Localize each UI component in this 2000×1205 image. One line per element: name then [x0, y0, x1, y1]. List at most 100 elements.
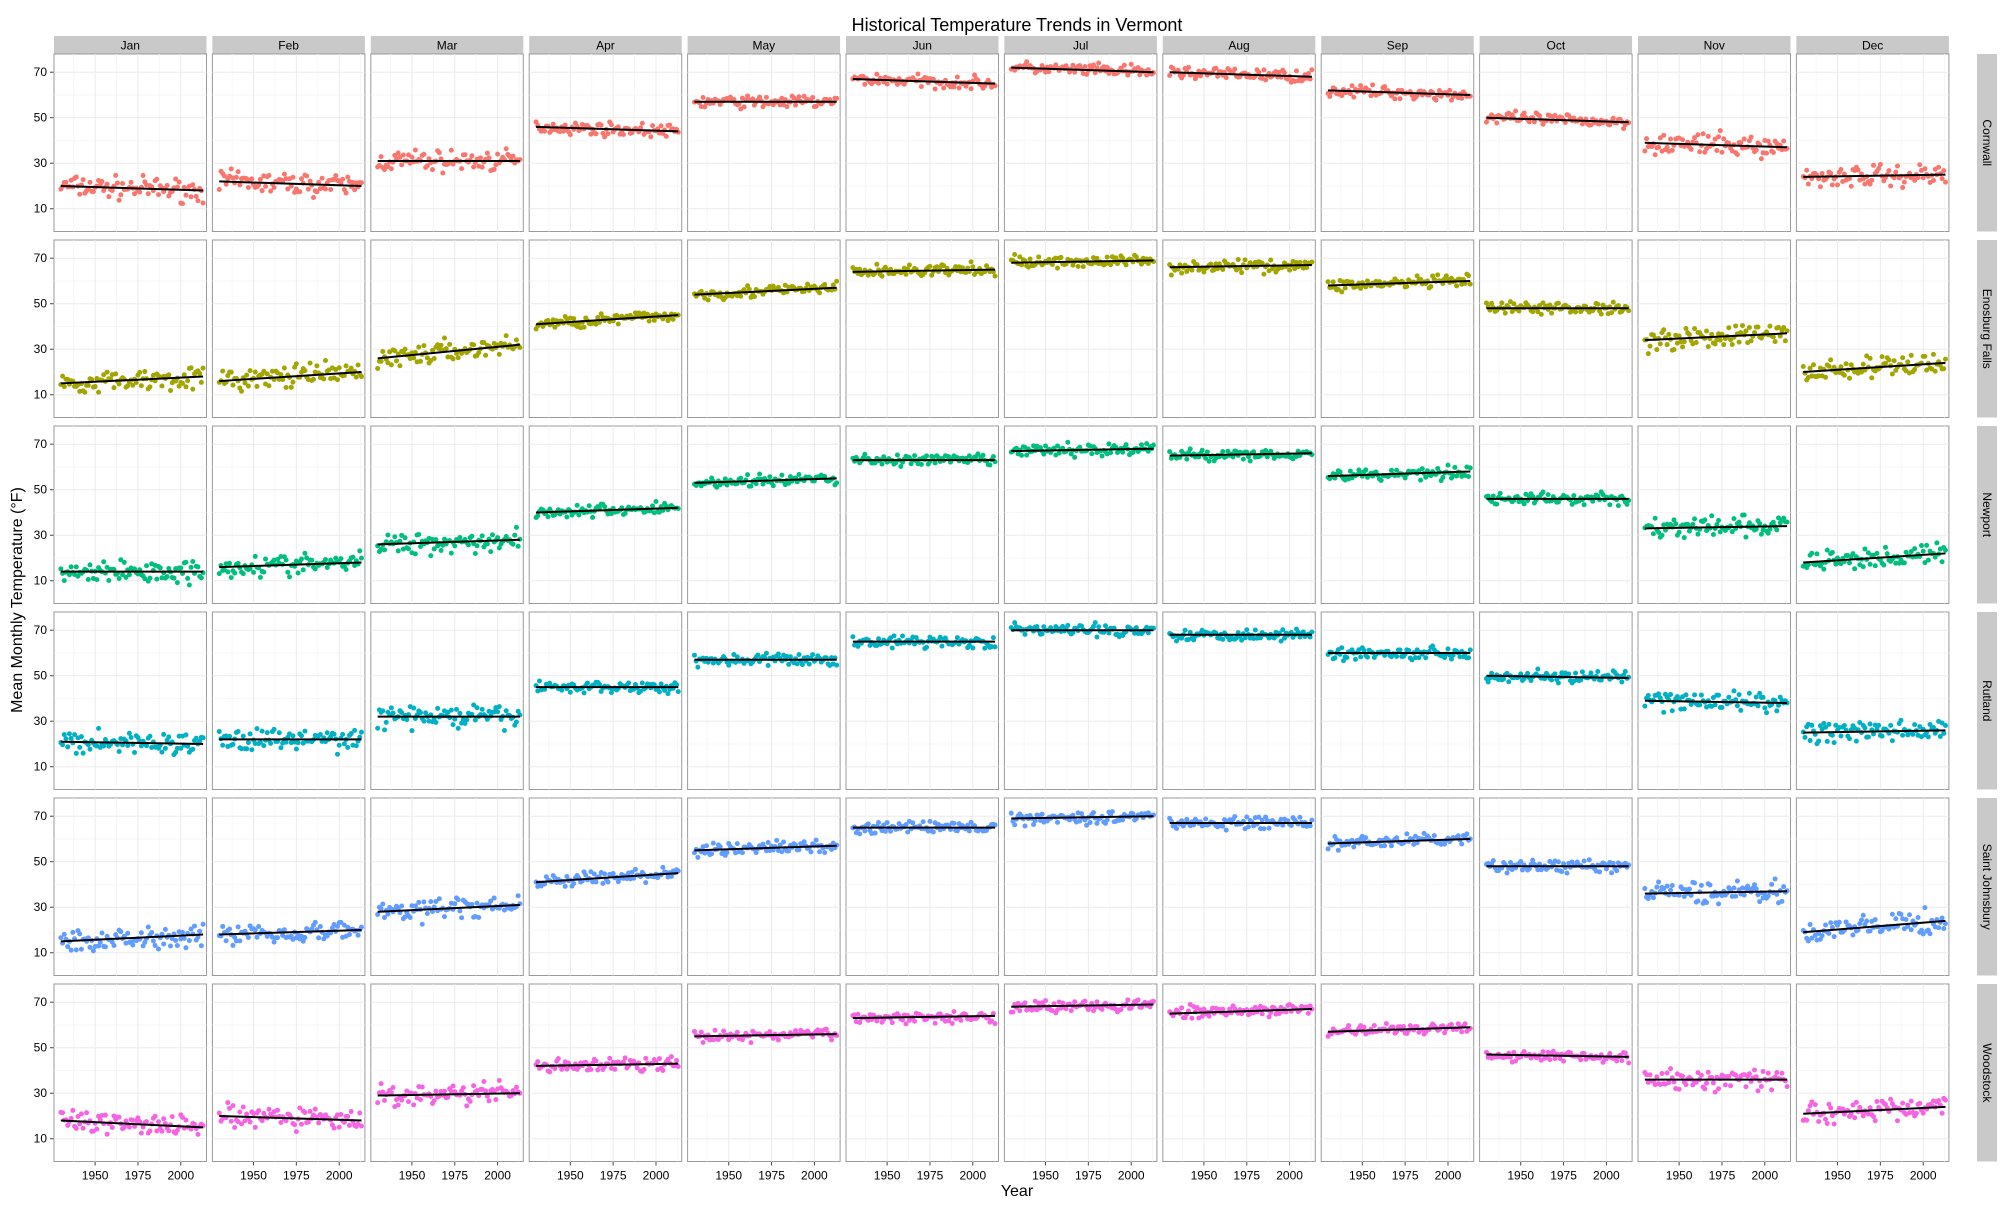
facet-panel — [1638, 240, 1791, 418]
data-point — [1771, 150, 1776, 155]
y-tick-label: 50 — [34, 669, 48, 683]
y-tick-label: 10 — [34, 946, 48, 960]
data-point — [389, 166, 394, 171]
month-strip-label: Nov — [1704, 39, 1725, 53]
data-point — [1089, 451, 1094, 456]
data-point — [217, 187, 222, 192]
data-point — [449, 551, 454, 556]
data-point — [1682, 535, 1687, 540]
data-point — [111, 943, 116, 948]
data-point — [571, 316, 576, 321]
data-point — [77, 931, 82, 936]
data-point — [165, 183, 170, 188]
data-point — [1309, 260, 1314, 265]
facet-panel — [846, 426, 999, 604]
data-point — [1332, 655, 1337, 660]
data-point — [1124, 442, 1129, 447]
data-point — [147, 734, 152, 739]
data-point — [1491, 494, 1496, 499]
data-point — [1611, 300, 1616, 305]
data-point — [74, 947, 79, 952]
data-point — [879, 462, 884, 467]
data-point — [599, 123, 604, 128]
data-point — [1719, 705, 1724, 710]
data-point — [1773, 339, 1778, 344]
data-point — [742, 104, 747, 109]
data-point — [1599, 312, 1604, 317]
data-point — [1737, 520, 1742, 525]
data-point — [1673, 521, 1678, 526]
data-point — [1737, 340, 1742, 345]
data-point — [227, 561, 232, 566]
data-point — [504, 333, 509, 338]
data-point — [379, 154, 384, 159]
data-point — [444, 346, 449, 351]
data-point — [1096, 61, 1101, 66]
data-point — [1876, 723, 1881, 728]
data-point — [253, 369, 258, 374]
data-point — [885, 82, 890, 87]
data-point — [74, 751, 79, 756]
data-point — [229, 166, 234, 171]
data-point — [1861, 564, 1866, 569]
data-point — [955, 74, 960, 79]
data-point — [277, 730, 282, 735]
data-point — [337, 365, 342, 370]
data-point — [156, 192, 161, 197]
data-point — [874, 262, 879, 267]
data-point — [535, 513, 540, 518]
y-tick-label: 30 — [34, 900, 48, 914]
data-point — [993, 274, 998, 279]
data-point — [1847, 736, 1852, 741]
x-tick-label: 2000 — [1276, 1169, 1303, 1183]
data-point — [1489, 301, 1494, 306]
data-point — [647, 319, 652, 324]
data-point — [1718, 338, 1723, 343]
facet-panel — [1638, 426, 1791, 604]
data-point — [344, 567, 349, 572]
x-tick-label: 2000 — [643, 1169, 670, 1183]
data-point — [874, 72, 879, 77]
data-point — [1828, 357, 1833, 362]
data-point — [99, 931, 104, 936]
data-point — [1941, 731, 1946, 736]
data-point — [1261, 272, 1266, 277]
data-point — [1646, 351, 1651, 356]
data-point — [1697, 149, 1702, 154]
data-point — [653, 499, 658, 504]
data-point — [199, 575, 204, 580]
station-strip-label: Saint Johnsbury — [1980, 844, 1994, 930]
data-point — [511, 542, 516, 547]
data-point — [1737, 692, 1742, 697]
x-tick-label: 2000 — [1435, 1169, 1462, 1183]
data-point — [1642, 704, 1647, 709]
facet-panel — [371, 240, 524, 418]
data-point — [1926, 734, 1931, 739]
data-point — [1595, 302, 1600, 307]
data-point — [1082, 64, 1087, 69]
data-point — [1892, 358, 1897, 363]
data-point — [413, 147, 418, 152]
x-tick-label: 1950 — [1191, 1169, 1218, 1183]
data-point — [1647, 344, 1652, 349]
data-point — [1434, 98, 1439, 103]
x-tick-label: 1975 — [1075, 1169, 1102, 1183]
data-point — [504, 708, 509, 713]
month-strip-label: May — [753, 39, 776, 53]
data-point — [1709, 513, 1714, 518]
data-point — [1941, 168, 1946, 173]
data-point — [335, 377, 340, 382]
data-point — [834, 480, 839, 485]
data-point — [676, 689, 681, 694]
y-tick-label: 50 — [34, 111, 48, 125]
data-point — [546, 514, 551, 519]
data-point — [352, 728, 357, 733]
data-point — [487, 155, 492, 160]
y-tick-label: 30 — [34, 528, 48, 542]
data-point — [220, 369, 225, 374]
data-point — [1871, 163, 1876, 168]
data-point — [375, 366, 380, 371]
month-strip-label: Feb — [278, 39, 299, 53]
data-point — [1692, 516, 1697, 521]
data-point — [1716, 134, 1721, 139]
